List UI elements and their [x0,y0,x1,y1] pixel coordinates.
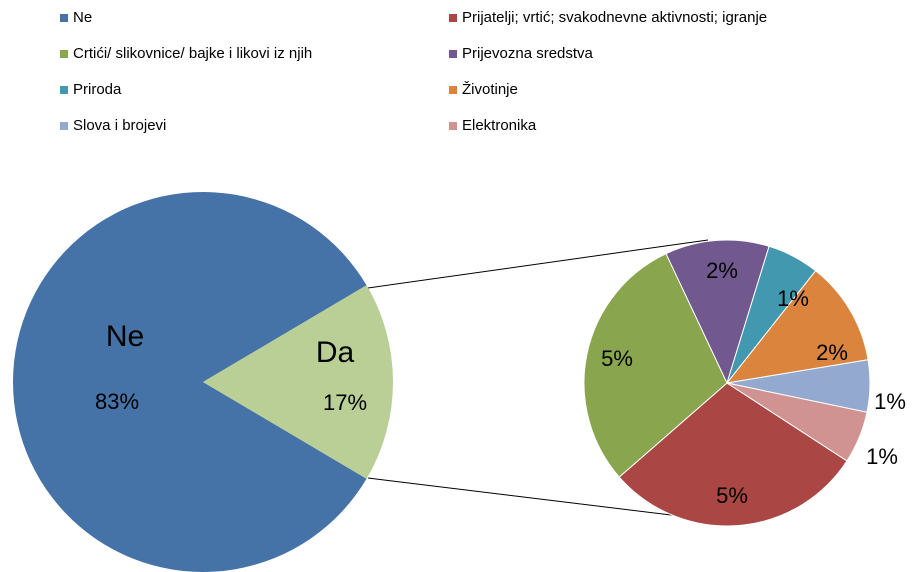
legend-swatch [60,50,68,58]
data-label: 1% [866,444,898,469]
legend-swatch [449,86,457,94]
data-label: 5% [601,346,633,371]
legend-label: Životinje [462,81,518,98]
data-label: 5% [716,483,748,508]
legend-label: Ne [73,9,92,26]
legend-swatch [449,122,457,130]
slice-name: Da [316,336,355,369]
legend-label: Prijevozna sredstva [462,45,594,62]
legend-label: Elektronika [462,117,537,134]
pie-slice [13,192,367,572]
pie-slice [583,252,728,478]
pie-slice [725,270,869,384]
legend-label: Prijatelji; vrtić; svakodnevne aktivnost… [462,9,767,26]
connector-line [367,477,713,521]
legend-label: Slova i brojevi [73,117,166,134]
legend-swatch [60,14,68,22]
data-label: 2% [816,340,848,365]
connector-line [367,239,709,289]
slice-name: Ne [106,320,144,353]
legend-label: Priroda [73,81,122,98]
pie-slice [203,285,393,479]
legend-label: Crtići/ slikovnice/ bajke i likovi iz nj… [73,45,312,62]
data-label: 2% [706,258,738,283]
pie-slice [726,382,868,462]
pie-slice [618,382,848,527]
legend-swatch [449,14,457,22]
legend-swatch [449,50,457,58]
data-label: 83% [95,389,139,414]
legend-swatch [60,122,68,130]
data-label: 17% [323,390,367,415]
data-label: 1% [874,389,906,414]
legend-swatch [60,86,68,94]
data-label: 1% [777,286,809,311]
pie-slice [665,239,770,385]
